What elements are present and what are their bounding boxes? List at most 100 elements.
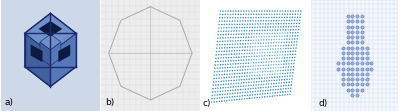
Point [264,58,270,60]
Point [220,34,226,35]
Point [211,71,218,73]
Point [251,78,258,80]
Point [267,92,273,94]
Point [253,39,259,41]
Point [240,69,246,71]
Point [214,94,220,96]
Point [222,60,229,62]
Point [284,20,290,21]
Point [256,77,262,79]
Point [245,43,251,45]
Point [248,62,254,64]
Point [248,10,255,12]
Point [220,60,226,62]
Point [265,23,272,25]
Point [254,97,260,98]
Point [279,54,286,56]
Point [229,96,236,98]
Point [219,94,226,95]
Point [235,17,241,19]
Point [268,39,275,41]
Point [242,20,248,22]
Point [280,10,286,12]
Point [215,61,221,62]
Point [265,42,272,44]
Point [274,57,280,59]
Point [240,36,247,38]
Point [283,63,290,65]
Point [363,52,370,54]
Point [228,30,234,32]
Point [269,36,275,37]
Point [252,20,259,22]
Point [251,81,257,83]
Point [222,93,228,95]
Point [258,80,265,82]
Point [261,13,267,15]
Point [209,98,215,100]
Point [281,20,287,21]
Point [233,83,239,84]
Point [252,26,258,28]
Point [272,92,278,94]
Point [298,10,304,12]
Point [349,94,356,96]
Point [276,82,282,84]
Point [216,51,222,52]
Point [230,86,236,88]
Point [218,57,224,59]
Point [224,47,230,49]
Point [258,13,265,15]
Point [218,30,224,32]
Point [223,54,230,55]
Point [214,97,220,99]
Point [218,54,224,56]
Point [288,26,294,28]
Point [233,60,239,61]
Point [288,84,294,86]
Point [282,29,289,31]
Point [283,85,289,86]
Point [240,88,246,90]
Point [249,94,256,96]
Point [363,47,370,49]
Point [235,89,241,91]
Point [271,36,278,37]
Point [280,69,286,71]
Point [263,61,270,63]
Point [272,29,278,31]
Point [359,15,365,17]
Point [245,62,252,64]
Point [220,64,226,65]
Point [248,33,255,35]
Point [230,83,237,84]
Point [224,93,231,95]
Point [219,17,226,19]
Point [216,27,222,29]
Point [240,43,246,45]
Point [254,49,261,51]
Point [250,20,256,22]
Point [232,66,238,68]
Point [219,67,226,69]
Point [217,94,223,96]
Point [344,89,351,91]
Point [222,17,228,19]
Point [286,63,292,65]
Point [234,76,240,78]
Point [256,96,263,98]
Point [274,73,281,75]
Point [265,45,272,47]
Point [284,75,290,77]
Point [253,84,259,86]
Point [263,86,269,88]
Point [210,81,217,83]
Point [276,42,282,44]
Point [292,32,299,34]
Point [276,79,282,81]
Point [284,32,291,34]
Point [276,76,283,78]
Point [349,20,356,22]
Point [235,63,242,65]
Point [230,63,236,65]
